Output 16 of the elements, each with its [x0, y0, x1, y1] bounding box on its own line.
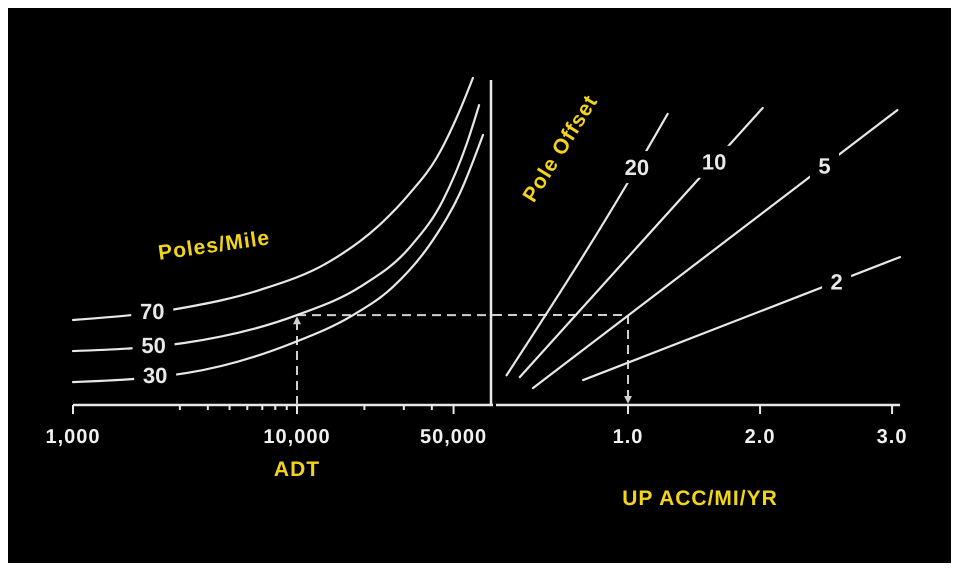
series-label: 70 — [140, 298, 164, 324]
x-tick-label: 10,000 — [263, 426, 331, 448]
x-tick-label: 50,000 — [420, 426, 488, 448]
legend-title: Poles/Mile — [156, 226, 272, 265]
series-label: 10 — [702, 150, 726, 175]
series-label: 2 — [830, 269, 843, 294]
x-tick-label: 1,000 — [45, 426, 101, 448]
x-axis-title: UP ACC/MI/YR — [622, 487, 778, 510]
x-tick-label: 1.0 — [612, 426, 644, 448]
series-label: 30 — [142, 363, 168, 388]
series-label: 5 — [818, 153, 831, 178]
x-tick-label: 3.0 — [876, 426, 908, 448]
x-axis-title: ADT — [274, 458, 320, 481]
x-tick-label: 2.0 — [744, 426, 776, 448]
series-label: 20 — [624, 154, 650, 180]
series-label: 50 — [141, 332, 166, 358]
